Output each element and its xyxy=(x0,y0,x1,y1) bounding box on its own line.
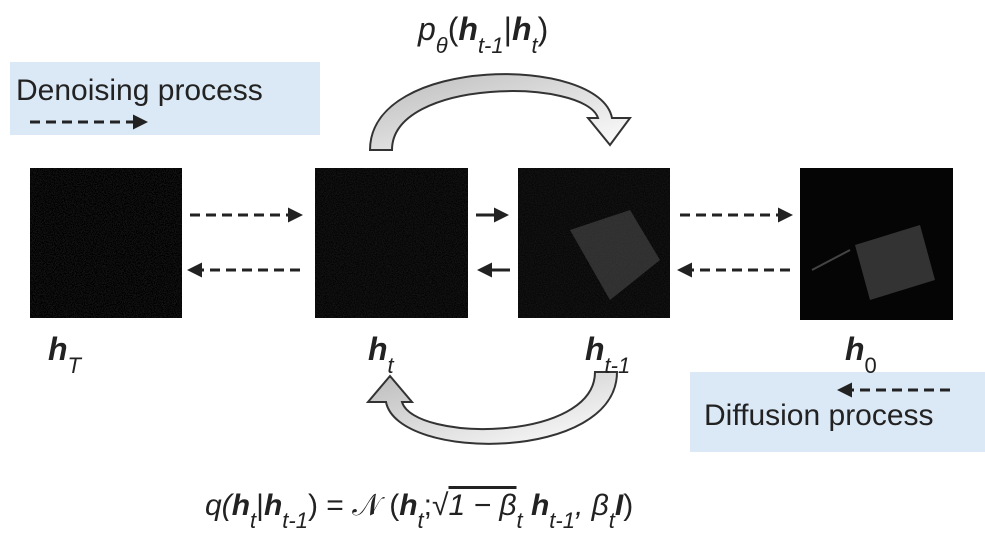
f: p xyxy=(417,11,436,47)
arrows xyxy=(190,215,790,270)
diffusion-label: Diffusion process xyxy=(704,399,934,432)
symbol: h xyxy=(48,331,68,367)
reverse-formula: pθ(ht-1|ht) xyxy=(417,11,548,58)
subscript: T xyxy=(68,353,83,378)
f: h xyxy=(232,489,250,522)
f: , β xyxy=(575,489,609,522)
state-label: h0 xyxy=(845,331,877,378)
f: √ xyxy=(432,489,449,522)
f: ( xyxy=(381,489,399,522)
f: h xyxy=(512,11,532,47)
f: θ xyxy=(436,33,448,58)
curved-arrow xyxy=(370,74,630,150)
f: | xyxy=(504,11,512,47)
f: q( xyxy=(205,489,235,522)
f: h xyxy=(523,489,550,522)
forward-formula: q(ht|ht-1) = 𝒩 (ht;√1 − βt ht-1, βtI) xyxy=(205,489,633,533)
f: t-1 xyxy=(549,508,575,533)
f: h xyxy=(458,11,478,47)
f: 1 − β xyxy=(448,489,516,522)
diagram: Denoising process Diffusion process hT h… xyxy=(0,0,985,534)
state-label: ht xyxy=(368,331,395,378)
subscript: t-1 xyxy=(605,353,631,378)
f: h xyxy=(264,489,282,522)
noise-images xyxy=(30,168,953,320)
f: ( xyxy=(448,11,459,47)
symbol: h xyxy=(368,331,388,367)
denoising-label: Denoising process xyxy=(16,74,263,107)
symbol: h xyxy=(845,331,865,367)
curved-arrow xyxy=(368,372,617,444)
image-noise xyxy=(30,168,182,318)
f: t-1 xyxy=(282,508,308,533)
state-label: hT xyxy=(48,331,83,378)
f: ) xyxy=(538,11,549,47)
subscript: 0 xyxy=(865,353,877,378)
f: t-1 xyxy=(478,33,504,58)
subscript: t xyxy=(388,353,395,378)
f: h xyxy=(399,489,417,522)
f: ) xyxy=(623,489,633,522)
f: | xyxy=(256,489,264,522)
symbol: h xyxy=(585,331,605,367)
state-label: ht-1 xyxy=(585,331,630,378)
f: ; xyxy=(424,489,432,522)
f: ) = xyxy=(308,489,352,522)
image-noise xyxy=(315,168,468,318)
